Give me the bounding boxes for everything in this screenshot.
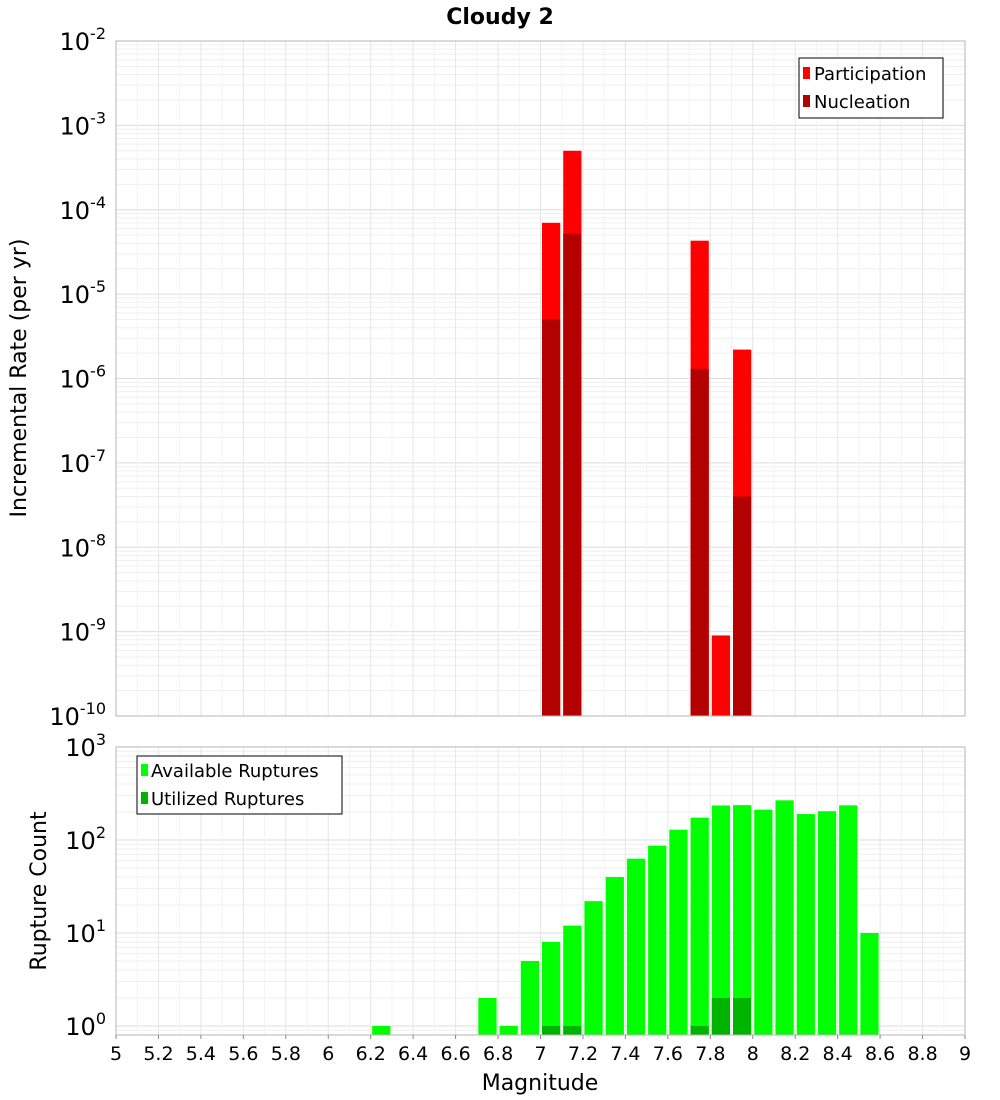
bottom-available-ruptures-bar	[626, 858, 646, 1035]
top-plot-grid	[116, 40, 966, 717]
top-nucleation-bar	[563, 233, 582, 716]
bottom-available-ruptures-bar	[648, 845, 667, 1035]
bottom-available-ruptures-bar	[754, 809, 773, 1035]
utilized-ruptures-legend-swatch	[141, 792, 148, 804]
top-y-tick-label: 10-2	[60, 24, 107, 56]
x-tick-label: 7	[534, 1043, 546, 1065]
x-tick-label: 6.4	[398, 1043, 428, 1065]
bottom-utilized-ruptures-bar	[542, 1025, 561, 1035]
x-tick-label: 8.6	[865, 1043, 895, 1065]
x-tick-label: 5.8	[271, 1043, 301, 1065]
x-tick-label: 7.6	[653, 1043, 683, 1065]
x-tick-label: 5.6	[228, 1043, 258, 1065]
top-nucleation-bar	[690, 368, 709, 716]
top-y-tick-label: 10-10	[49, 699, 106, 731]
bottom-y-tick-label: 103	[65, 730, 106, 762]
bottom-utilized-ruptures-bar	[563, 1025, 582, 1035]
x-tick-label: 5.2	[143, 1043, 173, 1065]
bottom-available-ruptures-bar	[520, 960, 539, 1035]
top-nucleation-bar	[733, 496, 752, 716]
x-tick-label: 5	[110, 1043, 122, 1065]
x-tick-label: 8	[747, 1043, 759, 1065]
bottom-available-ruptures-bar	[563, 925, 582, 1035]
bottom-y-tick-label: 102	[65, 823, 106, 855]
bottom-available-ruptures-bar	[817, 811, 837, 1035]
top-legend: Participation Nucleation	[798, 57, 944, 119]
x-tick-label: 8.2	[780, 1043, 810, 1065]
bottom-legend: Available Ruptures Utilized Ruptures	[136, 755, 343, 815]
x-tick-labels: 5 5.2 5.4 5.6 5.8 6 6.2 6.4 6.6 6.8 7 7.2 7.4 7.6 7.8 8…	[110, 1035, 971, 1065]
bottom-y-tick-labels: 103 102 101 100	[65, 730, 106, 1041]
available-ruptures-legend-swatch	[141, 764, 148, 776]
bottom-y-tick-label: 101	[65, 916, 106, 948]
bottom-utilized-ruptures-bar	[690, 1025, 709, 1035]
bottom-utilized-ruptures-bar	[711, 997, 731, 1035]
bottom-utilized-ruptures-bar	[733, 997, 752, 1035]
x-tick-label: 8.4	[823, 1043, 853, 1065]
x-tick-label: 7.4	[610, 1043, 640, 1065]
bottom-y-axis-label: Rupture Count	[27, 811, 52, 971]
top-y-tick-label: 10-3	[60, 108, 107, 140]
bottom-legend-box	[136, 755, 343, 815]
bottom-available-ruptures-bar	[372, 1025, 391, 1035]
x-axis-label: Magnitude	[482, 1071, 599, 1096]
bottom-available-ruptures-bar	[860, 932, 879, 1035]
bottom-available-ruptures-bar	[542, 942, 561, 1035]
available-ruptures-legend-label: Available Ruptures	[151, 761, 319, 782]
utilized-ruptures-legend-label: Utilized Ruptures	[151, 789, 304, 810]
x-tick-label: 7.2	[568, 1043, 598, 1065]
bottom-available-ruptures-bar	[499, 1025, 518, 1035]
top-plot-frame	[115, 40, 966, 717]
bottom-available-ruptures-bar	[775, 800, 794, 1035]
bottom-available-ruptures-bar	[839, 805, 858, 1035]
chart-title: Cloudy 2	[446, 5, 554, 30]
x-tick-label: 8.8	[907, 1043, 937, 1065]
top-y-tick-label: 10-4	[60, 193, 107, 225]
x-tick-label: 6.2	[356, 1043, 386, 1065]
participation-legend-swatch	[803, 67, 810, 79]
nucleation-legend-swatch	[803, 95, 810, 107]
bottom-available-ruptures-bar	[711, 805, 731, 1035]
top-y-tick-label: 10-9	[60, 615, 107, 647]
top-y-tick-labels: 10-2 10-3 10-4 10-5 10-6 10-7 10-8 10-9 10-10	[49, 24, 106, 731]
nucleation-legend-label: Nucleation	[814, 92, 910, 113]
top-y-tick-label: 10-7	[60, 446, 107, 478]
x-tick-label: 5.4	[186, 1043, 216, 1065]
top-y-tick-label: 10-6	[60, 362, 107, 394]
top-y-tick-label: 10-8	[60, 530, 107, 562]
bottom-available-ruptures-bar	[584, 901, 603, 1035]
bottom-available-ruptures-bar	[690, 817, 709, 1035]
top-plot-bars	[542, 150, 752, 717]
bottom-y-tick-label: 100	[65, 1009, 106, 1041]
x-tick-label: 6	[322, 1043, 334, 1065]
top-y-tick-label: 10-5	[60, 277, 107, 309]
bottom-available-ruptures-bar	[669, 829, 688, 1035]
top-participation-bar	[711, 635, 731, 716]
top-y-axis-label: Incremental Rate (per yr)	[7, 239, 32, 518]
bottom-available-ruptures-bar	[796, 814, 815, 1035]
x-tick-label: 6.6	[440, 1043, 470, 1065]
bottom-available-ruptures-bar	[605, 877, 624, 1035]
bottom-available-ruptures-bar	[733, 805, 752, 1035]
top-legend-box	[798, 57, 944, 119]
x-tick-label: 6.8	[483, 1043, 513, 1065]
bottom-available-ruptures-bar	[478, 997, 497, 1035]
participation-legend-label: Participation	[814, 64, 926, 85]
x-tick-label: 7.8	[695, 1043, 725, 1065]
bottom-plot-bars	[372, 800, 879, 1035]
x-tick-label: 9	[959, 1043, 971, 1065]
top-nucleation-bar	[542, 319, 561, 716]
